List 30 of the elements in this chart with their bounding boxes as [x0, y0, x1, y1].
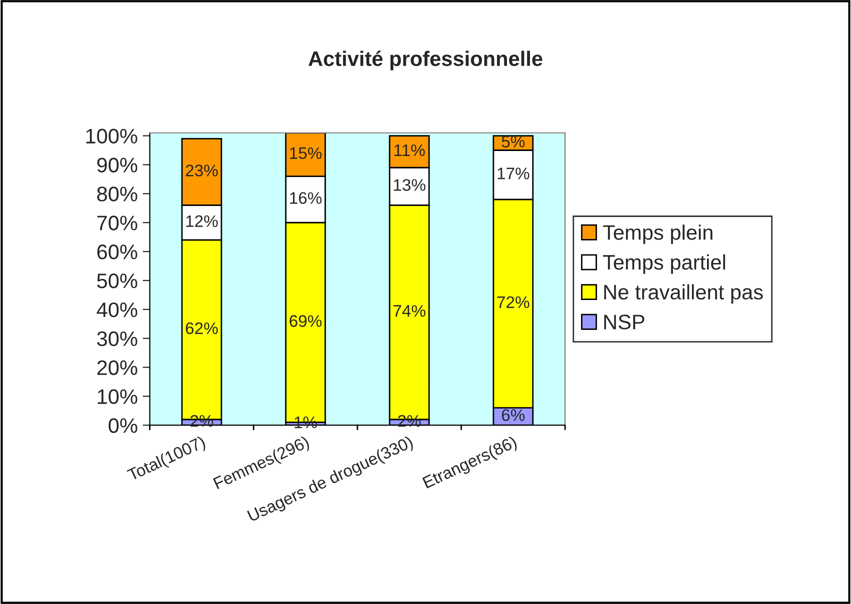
y-tick-label: 80%: [97, 186, 138, 202]
data-label: 72%: [497, 296, 530, 308]
y-tick-label: 20%: [97, 360, 138, 376]
data-label: 6%: [502, 409, 525, 422]
data-label: 62%: [186, 322, 218, 334]
y-tick-label: 50%: [97, 273, 138, 288]
legend-label: Temps partiel: [603, 254, 726, 274]
chart-title: Activité professionnelle: [308, 50, 542, 70]
data-label: 69%: [290, 315, 322, 327]
data-label: 12%: [186, 215, 218, 228]
data-label: 11%: [394, 144, 425, 156]
data-label: 15%: [290, 147, 322, 160]
y-tick-label: 0%: [108, 418, 138, 433]
y-tick-label: 30%: [97, 331, 138, 346]
data-label: 1%: [294, 416, 317, 428]
y-tick-label: 100%: [86, 128, 138, 144]
data-label: 17%: [498, 168, 530, 180]
data-label: 23%: [186, 164, 218, 176]
legend-label: Temps plein: [603, 224, 712, 244]
y-tick-label: 70%: [97, 216, 138, 230]
y-tick-label: 90%: [97, 158, 138, 172]
y-tick-label: 60%: [97, 244, 138, 260]
legend-label: NSP: [604, 314, 644, 330]
data-label: 5%: [502, 136, 525, 148]
legend-label: Ne travaillent pas: [604, 284, 763, 304]
data-label: 16%: [290, 192, 322, 204]
data-label: 74%: [394, 305, 426, 317]
y-tick-label: 40%: [96, 302, 138, 318]
data-label: 13%: [394, 179, 426, 191]
y-tick-label: 10%: [98, 389, 138, 404]
